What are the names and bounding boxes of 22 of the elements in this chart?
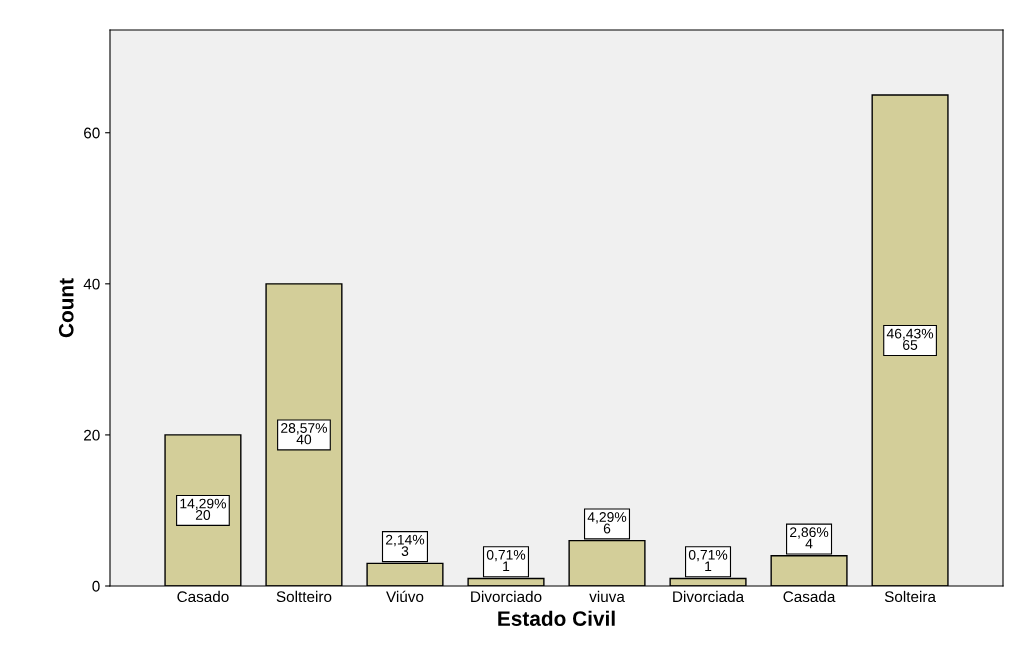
data-label: 46,43% 65 bbox=[886, 328, 934, 350]
data-label: 2,86% 4 bbox=[790, 527, 829, 549]
x-tick-label: viuva bbox=[589, 590, 625, 603]
data-label: 0,71% 1 bbox=[688, 549, 728, 572]
x-axis-title: Estado Civil bbox=[498, 610, 615, 626]
data-label: 2,14% 3 bbox=[385, 534, 425, 557]
y-tick-label: 20 bbox=[84, 429, 100, 441]
x-tick-label: Divorciada bbox=[673, 590, 745, 603]
x-tick-label: Soltteiro bbox=[276, 590, 332, 603]
x-tick-label: Divorciado bbox=[471, 590, 542, 603]
y-tick-label: 60 bbox=[84, 127, 100, 139]
data-label: 0,71% 1 bbox=[486, 549, 526, 572]
x-tick-label: Viúvo bbox=[386, 590, 424, 603]
x-tick-label: Solteira bbox=[884, 590, 936, 603]
y-tick-label: 40 bbox=[83, 278, 100, 290]
y-tick-label: 0 bbox=[92, 580, 100, 592]
data-label: 4,29% 6 bbox=[587, 512, 627, 534]
data-label: 14,29% 20 bbox=[180, 498, 226, 520]
y-axis-title: Count bbox=[58, 278, 74, 338]
data-label: 28,57% 40 bbox=[281, 423, 328, 445]
x-tick-label: Casada bbox=[783, 590, 836, 603]
x-tick-label: Casado bbox=[177, 590, 229, 603]
